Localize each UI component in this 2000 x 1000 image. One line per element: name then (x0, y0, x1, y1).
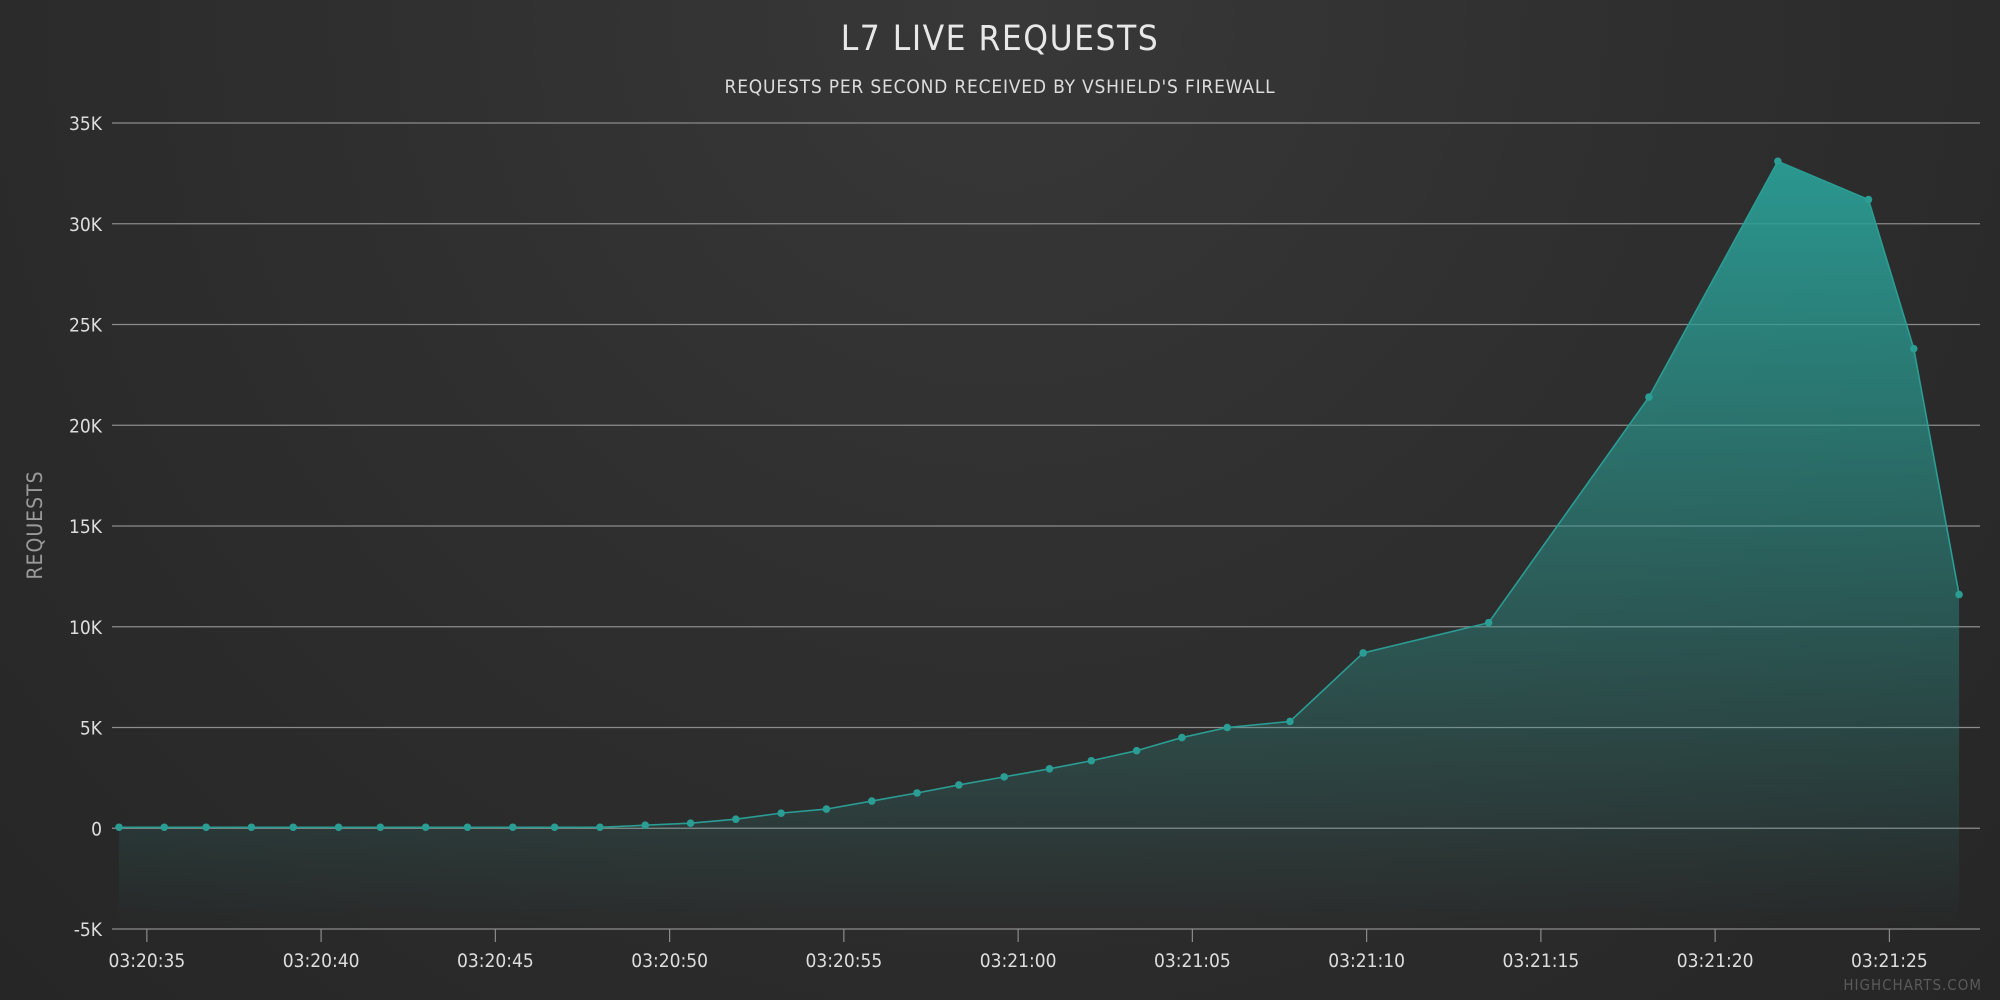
data-point[interactable] (1645, 393, 1653, 401)
data-point[interactable] (1223, 723, 1232, 732)
data-point[interactable] (1909, 344, 1918, 353)
x-tick-label: 03:20:40 (283, 950, 360, 972)
y-tick-label: 15K (69, 516, 103, 538)
credits-link[interactable]: HIGHCHARTS.COM (1843, 976, 1982, 994)
data-point[interactable] (289, 823, 298, 832)
data-point[interactable] (641, 821, 650, 830)
data-point[interactable] (463, 823, 472, 832)
y-tick-label: 5K (80, 718, 103, 740)
series-area-fill (118, 161, 1960, 929)
grid-lines (112, 122, 1980, 829)
data-point[interactable] (732, 815, 740, 823)
data-point[interactable] (202, 823, 210, 832)
data-point[interactable] (1286, 717, 1294, 726)
data-point[interactable] (596, 823, 604, 832)
x-tick-label: 03:20:50 (631, 950, 708, 972)
x-tick-label: 03:20:45 (457, 950, 534, 972)
y-tick-label: 35K (69, 113, 103, 135)
data-point[interactable] (1955, 590, 1963, 599)
data-point[interactable] (1132, 746, 1141, 755)
data-point[interactable] (376, 823, 385, 832)
data-point[interactable] (822, 805, 831, 813)
y-tick-label: -5K (74, 919, 103, 941)
y-tick-label: 30K (69, 214, 103, 236)
data-point[interactable] (686, 819, 695, 828)
y-tick-label: 0 (91, 818, 102, 840)
data-point[interactable] (913, 789, 921, 797)
y-tick-label: 20K (69, 415, 103, 437)
data-point[interactable] (777, 809, 785, 817)
data-point[interactable] (1087, 756, 1096, 765)
data-point[interactable] (1774, 157, 1782, 166)
data-point[interactable] (421, 823, 430, 832)
chart-title: L7 LIVE REQUESTS (841, 19, 1160, 59)
data-point[interactable] (867, 797, 876, 805)
x-tick-label: 03:21:10 (1328, 950, 1405, 972)
data-point[interactable] (160, 823, 169, 832)
data-point[interactable] (334, 823, 343, 832)
data-point[interactable] (1000, 773, 1008, 781)
chart-subtitle: REQUESTS PER SECOND RECEIVED BY VSHIELD'… (725, 76, 1276, 98)
data-point[interactable] (1178, 733, 1186, 742)
y-tick-label: 10K (69, 617, 103, 639)
data-point[interactable] (508, 823, 517, 832)
x-axis: 03:20:35 03:20:40 03:20:45 03:20:50 03:20:55… (108, 929, 1928, 972)
x-tick-label: 03:21:15 (1502, 950, 1579, 972)
data-point[interactable] (1484, 618, 1493, 627)
data-point[interactable] (955, 781, 963, 789)
data-point[interactable] (1045, 765, 1054, 773)
x-tick-label: 03:21:20 (1677, 950, 1754, 972)
y-tick-label: 25K (69, 315, 103, 337)
x-tick-label: 03:21:05 (1154, 950, 1231, 972)
data-point[interactable] (1864, 195, 1873, 204)
y-axis-title: REQUESTS (23, 470, 47, 579)
x-tick-label: 03:20:55 (805, 950, 882, 972)
data-point[interactable] (115, 823, 123, 832)
y-axis-labels: -5K 0 5K 10K 15K 20K 25K 30K 35K (69, 113, 103, 941)
x-tick-label: 03:21:25 (1851, 950, 1928, 972)
series-requests (115, 157, 1963, 929)
data-point[interactable] (550, 823, 559, 832)
x-tick-label: 03:21:00 (980, 950, 1057, 972)
x-tick-label: 03:20:35 (108, 950, 185, 972)
series-line (118, 160, 1960, 829)
data-point[interactable] (1359, 649, 1367, 657)
data-point[interactable] (247, 823, 256, 832)
